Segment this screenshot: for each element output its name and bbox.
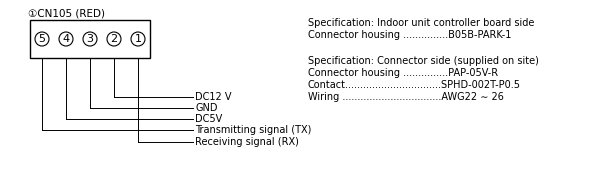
Circle shape xyxy=(107,32,121,46)
Circle shape xyxy=(83,32,97,46)
Text: DC5V: DC5V xyxy=(195,114,222,124)
Text: DC12 V: DC12 V xyxy=(195,92,232,102)
Text: 3: 3 xyxy=(86,34,94,44)
Text: Receiving signal (RX): Receiving signal (RX) xyxy=(195,137,299,147)
Circle shape xyxy=(131,32,145,46)
Text: Transmitting signal (TX): Transmitting signal (TX) xyxy=(195,125,311,135)
Text: Specification: Indoor unit controller board side: Specification: Indoor unit controller bo… xyxy=(308,18,535,28)
Text: ①CN105 (RED): ①CN105 (RED) xyxy=(28,9,105,19)
Text: Contact................................SPHD-002T-P0.5: Contact................................S… xyxy=(308,80,521,90)
Text: Connector housing ...............PAP-05V-R: Connector housing ...............PAP-05V… xyxy=(308,68,498,78)
Text: 4: 4 xyxy=(62,34,70,44)
Text: Specification: Connector side (supplied on site): Specification: Connector side (supplied … xyxy=(308,56,539,66)
Circle shape xyxy=(59,32,73,46)
Text: Wiring .................................AWG22 ∼ 26: Wiring .................................… xyxy=(308,92,504,102)
Bar xyxy=(30,20,150,58)
Text: 5: 5 xyxy=(38,34,46,44)
Text: 1: 1 xyxy=(134,34,142,44)
Text: GND: GND xyxy=(195,103,218,113)
Text: Connector housing ...............B05B-PARK-1: Connector housing ...............B05B-PA… xyxy=(308,30,511,40)
Text: 2: 2 xyxy=(110,34,118,44)
Circle shape xyxy=(35,32,49,46)
